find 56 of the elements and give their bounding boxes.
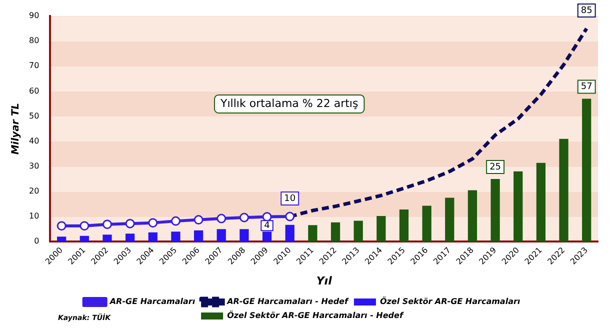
x-axis-title: Yıl: [316, 274, 332, 288]
y-tick-label: 80: [28, 36, 40, 46]
bar: [240, 229, 249, 242]
bar: [308, 225, 318, 242]
y-tick-label: 20: [28, 186, 40, 196]
y-tick-label: 50: [28, 111, 40, 120]
legend-label: AR-GE Harcamaları - Hedef: [226, 297, 350, 306]
point: [216, 214, 226, 224]
data-label: 25: [490, 162, 502, 172]
y-tick-label: 10: [28, 212, 40, 221]
bar: [445, 198, 454, 242]
bar: [148, 232, 158, 242]
point: [262, 212, 272, 222]
bar: [514, 171, 523, 242]
bar: [490, 178, 500, 242]
point: [102, 220, 112, 230]
bar: [582, 98, 592, 242]
point: [80, 221, 90, 231]
y-tick-label: 40: [28, 136, 40, 146]
bar: [330, 222, 340, 242]
legend-label: Özel Sektör AR-GE Harcamaları: [380, 296, 520, 306]
y-tick-label: 90: [28, 11, 40, 20]
y-tick-label: 0: [34, 236, 40, 246]
legend-label: AR-GE Harcamaları: [108, 297, 196, 306]
point: [148, 218, 158, 228]
bar: [102, 234, 112, 242]
point: [170, 216, 180, 226]
bar: [559, 138, 568, 242]
y-axis-title: Milyar TL: [10, 102, 22, 155]
data-label: 10: [284, 194, 296, 204]
y-tick-label: 30: [28, 161, 40, 170]
bar: [80, 236, 89, 242]
data-label: 85: [580, 6, 592, 16]
point: [56, 221, 66, 231]
bar: [194, 230, 204, 242]
bar: [399, 210, 409, 242]
point: [194, 215, 204, 225]
annotation: Yıllık ortalama % 22 artış: [220, 96, 358, 110]
bar: [536, 162, 546, 242]
point: [239, 212, 249, 222]
data-label: 57: [580, 82, 592, 92]
y-tick-label: 60: [28, 86, 40, 96]
bar: [468, 190, 478, 242]
bar: [216, 229, 226, 242]
bar: [354, 220, 363, 242]
y-tick-label: 70: [28, 61, 40, 70]
bar: [126, 234, 135, 242]
bar: [376, 216, 386, 242]
bar: [171, 232, 180, 242]
bar: [422, 206, 432, 242]
data-label: 4: [264, 220, 270, 231]
bar: [57, 236, 66, 242]
point: [125, 218, 135, 228]
legend-label: Özel Sektör AR-GE Harcamaları - Hedef: [227, 310, 404, 320]
bar: [285, 224, 294, 242]
point: [285, 212, 295, 222]
